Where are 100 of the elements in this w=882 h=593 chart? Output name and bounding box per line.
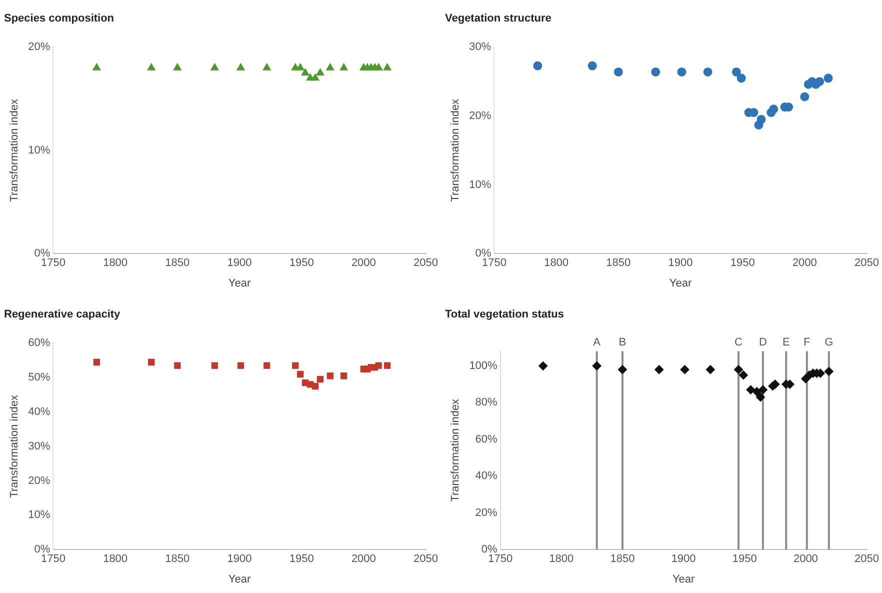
x-tick-label: 1950 [732,553,757,566]
y-axis-title: Transformation index [450,398,462,502]
y-tick-label: 0% [475,248,492,260]
x-axis-title: Year [228,573,251,586]
x-tick-label: 1800 [103,553,128,566]
x-tick-label: 1900 [671,553,696,566]
x-tick-label: 1800 [103,257,128,270]
y-tick-label: 20% [28,41,50,54]
point [312,382,319,390]
y-tick-label: 20% [28,474,50,487]
point [311,74,320,81]
y-tick-label: 80% [475,396,498,409]
ref-line-label: G [824,336,834,349]
point [588,61,597,70]
x-tick-label: 1950 [289,257,314,270]
point [296,63,304,70]
y-tick-label: 40% [475,470,498,482]
point [815,77,824,86]
y-tick-label: 10% [28,509,50,522]
point [732,67,741,76]
x-tick-label: 1750 [40,257,66,270]
point [758,385,768,394]
chart-title: Vegetation structure [445,12,552,25]
x-tick-label: 1750 [488,553,513,566]
x-tick-label: 1800 [544,257,569,270]
point [148,358,155,366]
point [800,92,810,102]
point [533,61,542,70]
point [738,370,748,380]
point [210,63,219,70]
point [92,63,101,70]
y-tick-label: 20% [469,110,492,122]
y-tick-label: 40% [28,406,50,418]
y-tick-label: 10% [469,178,492,191]
x-tick-label: 1750 [40,553,66,566]
y-tick-label: 100% [469,360,498,372]
x-tick-label: 1950 [289,553,314,566]
x-tick-label: 1900 [668,257,693,270]
point [316,68,324,76]
x-tick-label: 1850 [606,257,631,270]
x-tick-label: 2050 [854,257,880,270]
y-tick-label: 20% [475,506,498,519]
chart-title: Regenerative capacity [4,308,122,321]
y-tick-label: 60% [28,337,50,350]
x-tick-label: 2000 [351,257,376,270]
point [824,366,834,376]
x-tick-label: 2050 [414,553,438,566]
y-tick-label: 60% [475,433,498,446]
point [237,362,244,369]
x-tick-label: 1950 [730,257,755,270]
point [174,362,181,369]
x-tick-label: 2000 [792,257,817,270]
point [680,365,690,374]
x-tick-label: 2050 [854,553,880,566]
point [383,63,392,70]
x-tick-label: 1900 [227,257,252,270]
x-tick-label: 1850 [165,257,190,270]
y-tick-label: 10% [28,144,50,156]
point [592,361,602,370]
x-tick-label: 2000 [351,553,376,566]
point [618,365,627,374]
ref-line-label: B [618,336,626,349]
x-axis-title: Year [672,573,695,586]
y-tick-label: 30% [469,41,492,54]
x-tick-label: 1900 [227,553,252,566]
y-tick-label: 0% [34,544,50,556]
point [746,385,756,394]
point [316,376,324,383]
point [211,362,218,369]
point [262,63,271,70]
x-tick-label: 2000 [793,553,818,566]
point [297,370,304,378]
point [340,372,348,380]
y-axis-title: Transformation index [8,98,21,202]
ref-line-label: E [782,336,790,349]
point [340,63,348,70]
point [375,362,382,369]
point [301,68,310,76]
point [706,365,715,374]
ref-line-label: D [758,336,767,349]
point [93,358,100,366]
ref-line-label: C [734,336,743,349]
x-tick-label: 2050 [414,257,438,270]
point [677,67,686,76]
y-axis-title: Transformation index [8,394,21,498]
y-tick-label: 30% [28,440,50,452]
point [654,365,664,374]
point [824,74,833,83]
point [236,63,245,70]
point [173,63,182,70]
point [263,362,270,369]
chart-title: Species composition [4,12,114,25]
point [292,362,299,369]
y-tick-label: 0% [481,544,498,556]
x-tick-label: 1800 [549,553,574,566]
point [736,74,746,83]
point [769,104,778,114]
x-axis-title: Year [228,277,251,290]
point [756,114,766,124]
point [384,362,391,369]
